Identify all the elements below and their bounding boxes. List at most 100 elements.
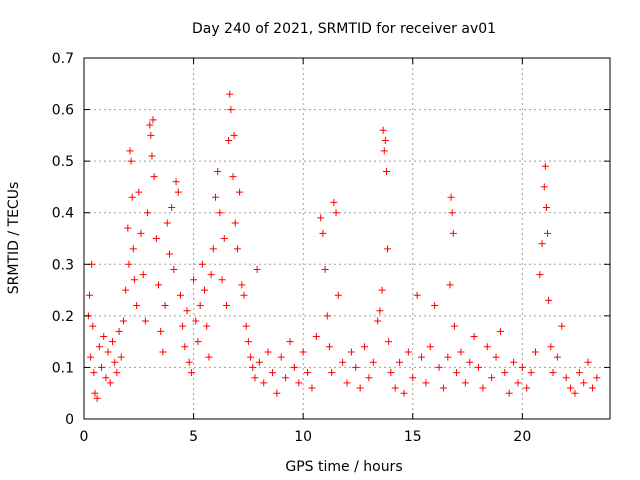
data-point	[125, 260, 133, 268]
data-point	[531, 348, 539, 356]
chart-title: Day 240 of 2021, SRMTID for receiver av0…	[192, 21, 496, 37]
data-point	[523, 384, 531, 392]
data-point	[505, 389, 513, 397]
data-point	[352, 363, 360, 371]
data-point	[518, 363, 526, 371]
data-point	[330, 198, 338, 206]
data-point	[181, 343, 189, 351]
data-point	[227, 106, 235, 114]
data-point	[449, 229, 457, 237]
data-point	[379, 126, 387, 134]
data-point	[321, 265, 329, 273]
data-point	[374, 317, 382, 325]
data-point	[240, 291, 248, 299]
data-point	[148, 152, 156, 160]
data-point	[492, 353, 500, 361]
data-point	[163, 219, 171, 227]
data-point	[376, 307, 384, 315]
data-point	[174, 188, 182, 196]
data-point	[299, 348, 307, 356]
data-point	[277, 353, 285, 361]
data-point	[422, 379, 430, 387]
data-point	[426, 343, 434, 351]
data-point	[369, 358, 377, 366]
data-point	[139, 271, 147, 279]
data-point	[106, 379, 114, 387]
x-axis-label: GPS time / hours	[285, 459, 402, 475]
y-axis-ticks: 0 0.1 0.2 0.3 0.4 0.5 0.6 0.7	[52, 51, 610, 428]
data-point	[435, 363, 443, 371]
data-point	[179, 322, 187, 330]
y-axis-label: SRMTID / TECUs	[6, 182, 22, 295]
data-point	[541, 162, 549, 170]
data-point	[264, 348, 272, 356]
data-point	[334, 291, 342, 299]
y-tick-label: 0.6	[52, 103, 74, 119]
x-tick-label: 15	[404, 429, 422, 445]
data-point	[196, 302, 204, 310]
data-point	[328, 369, 336, 377]
y-tick-label: 0	[65, 412, 74, 428]
data-point	[168, 204, 176, 212]
data-point	[201, 286, 209, 294]
data-point	[117, 353, 125, 361]
data-point	[170, 265, 178, 273]
y-tick-label: 0.7	[52, 51, 74, 67]
data-point	[183, 307, 191, 315]
grid	[84, 58, 610, 419]
data-point	[325, 343, 333, 351]
data-point	[216, 209, 224, 217]
data-point	[165, 250, 173, 258]
data-point	[157, 327, 165, 335]
y-tick-label: 0.1	[52, 360, 74, 376]
data-point	[319, 229, 327, 237]
data-point	[584, 358, 592, 366]
data-point	[593, 374, 601, 382]
data-point	[387, 369, 395, 377]
data-point	[115, 327, 123, 335]
data-point	[225, 137, 233, 145]
data-point	[361, 343, 369, 351]
data-point	[317, 214, 325, 222]
data-point	[236, 188, 244, 196]
y-tick-label: 0.3	[52, 257, 74, 273]
data-point	[282, 374, 290, 382]
data-point	[135, 188, 143, 196]
data-point	[457, 348, 465, 356]
data-point	[133, 302, 141, 310]
data-point	[129, 245, 137, 253]
data-point	[185, 358, 193, 366]
data-point	[404, 348, 412, 356]
data-point	[385, 338, 393, 346]
data-point	[286, 338, 294, 346]
data-point	[448, 209, 456, 217]
data-point	[149, 116, 157, 124]
data-point	[453, 369, 461, 377]
data-point	[152, 235, 160, 242]
x-tick-label: 0	[80, 429, 89, 445]
data-point	[218, 276, 226, 284]
data-point	[127, 157, 135, 165]
data-point	[304, 369, 312, 377]
data-point	[144, 209, 152, 217]
data-point	[466, 358, 474, 366]
data-point	[391, 384, 399, 392]
data-point	[190, 276, 198, 284]
x-tick-label: 5	[189, 429, 198, 445]
data-point	[470, 332, 478, 340]
data-point	[212, 193, 219, 201]
data-point	[542, 204, 550, 212]
data-point	[207, 271, 215, 279]
data-point	[251, 374, 259, 382]
data-point	[273, 389, 281, 397]
data-point	[580, 379, 588, 387]
data-point	[229, 173, 237, 181]
data-point	[209, 245, 217, 253]
data-point	[295, 379, 303, 387]
data-point	[230, 131, 238, 139]
data-point	[365, 374, 373, 382]
data-point	[194, 338, 202, 346]
data-point	[89, 322, 97, 330]
data-point	[384, 245, 392, 253]
data-point	[119, 317, 127, 325]
